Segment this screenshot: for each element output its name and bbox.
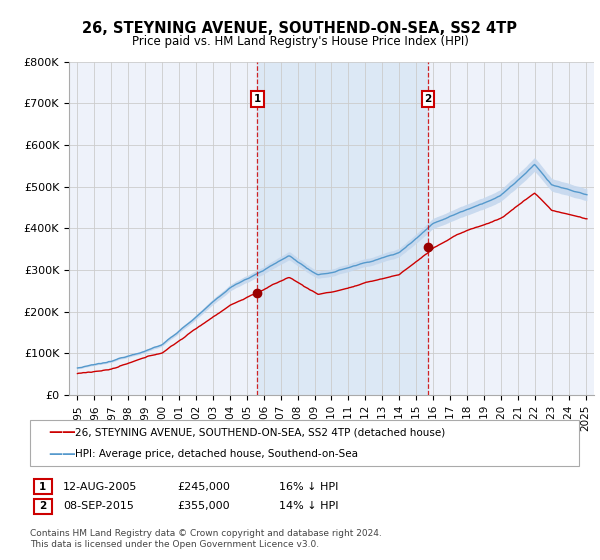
Text: 08-SEP-2015: 08-SEP-2015 bbox=[63, 501, 134, 511]
Text: 26, STEYNING AVENUE, SOUTHEND-ON-SEA, SS2 4TP: 26, STEYNING AVENUE, SOUTHEND-ON-SEA, SS… bbox=[83, 21, 517, 36]
Text: 26, STEYNING AVENUE, SOUTHEND-ON-SEA, SS2 4TP (detached house): 26, STEYNING AVENUE, SOUTHEND-ON-SEA, SS… bbox=[75, 427, 445, 437]
Text: HPI: Average price, detached house, Southend-on-Sea: HPI: Average price, detached house, Sout… bbox=[75, 449, 358, 459]
Text: 16% ↓ HPI: 16% ↓ HPI bbox=[279, 482, 338, 492]
Text: Contains HM Land Registry data © Crown copyright and database right 2024.
This d: Contains HM Land Registry data © Crown c… bbox=[30, 529, 382, 549]
Bar bbox=[257, 62, 428, 395]
Text: ——: —— bbox=[48, 426, 76, 440]
Text: £245,000: £245,000 bbox=[177, 482, 230, 492]
Text: 12-AUG-2005: 12-AUG-2005 bbox=[63, 482, 137, 492]
Text: Price paid vs. HM Land Registry's House Price Index (HPI): Price paid vs. HM Land Registry's House … bbox=[131, 35, 469, 48]
Text: 1: 1 bbox=[39, 482, 46, 492]
Text: 1: 1 bbox=[254, 94, 261, 104]
Text: 2: 2 bbox=[424, 94, 431, 104]
Text: 2: 2 bbox=[39, 501, 46, 511]
Text: 14% ↓ HPI: 14% ↓ HPI bbox=[279, 501, 338, 511]
Text: £355,000: £355,000 bbox=[177, 501, 230, 511]
Text: ——: —— bbox=[48, 446, 76, 460]
